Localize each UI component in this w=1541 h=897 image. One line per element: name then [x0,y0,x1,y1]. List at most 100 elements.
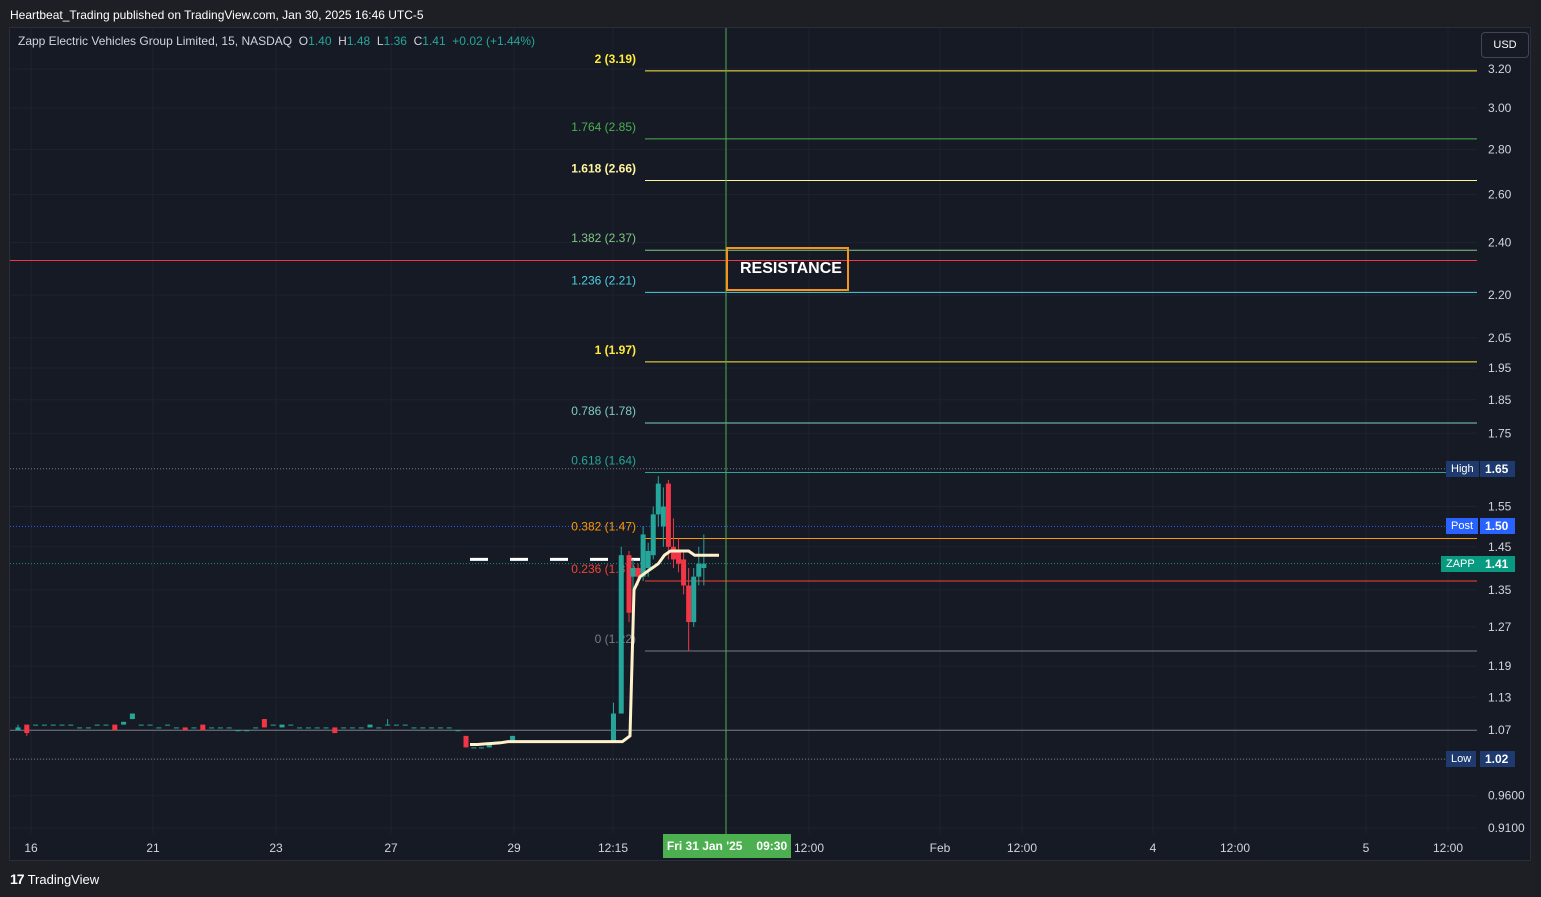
candle-body [437,727,443,729]
candle-body [411,727,417,729]
y-tick-label: 0.9100 [1488,821,1525,835]
legend-open-label: O [298,34,309,48]
candle-body [253,727,259,729]
resistance-annotation[interactable]: RESISTANCE [726,247,849,291]
candle-body [209,727,215,729]
y-tick-label: 1.35 [1488,583,1512,597]
candle-body [244,730,250,732]
candle-body [455,730,461,732]
candle-body [650,514,656,556]
price-tag-label: Low [1446,751,1477,768]
legend-open-value: 1.40 [308,34,332,48]
x-tick-label: 12:00 [794,841,824,855]
candle-body [376,727,382,729]
y-tick-label: 1.45 [1488,540,1512,554]
candle-body [479,747,485,749]
y-tick-label: 3.20 [1488,62,1512,76]
x-tick-label: 29 [507,841,521,855]
candle-body [15,727,21,731]
candle-body [332,727,338,734]
tradingview-logo-icon: 17 [10,871,25,887]
ohlc-legend: Zapp Electric Vehicles Group Limited, 15… [18,34,535,48]
y-tick-label: 2.60 [1488,187,1512,201]
candle-body [156,727,162,729]
candle-body [640,534,646,577]
legend-low-value: 1.36 [383,34,407,48]
candle-body [510,735,516,742]
legend-symbol: Zapp Electric Vehicles Group Limited, 15… [18,34,293,48]
candle-body [182,727,188,731]
fib-level-label: 0.618 (1.64) [571,453,636,467]
candle-body [103,724,109,726]
y-tick-label: 1.75 [1488,426,1512,440]
candle-body [471,747,477,749]
legend-close-value: 1.41 [422,34,446,48]
price-tag-label: ZAPP [1441,555,1480,572]
candle-body [635,567,641,577]
y-tick-label: 3.00 [1488,101,1512,115]
candle-body [341,727,347,729]
candle-body [314,727,320,729]
x-tick-label: 27 [384,841,398,855]
candle-body [217,727,223,729]
legend-low-label: L [376,34,384,48]
y-tick-label: 2.40 [1488,236,1512,250]
candle-body [121,721,127,725]
y-tick-label: 2.20 [1488,288,1512,302]
time-cursor-date: Fri 31 Jan '25 [666,839,743,853]
published-header: Heartbeat_Trading published on TradingVi… [10,8,424,22]
price-tag-value: 1.41 [1480,555,1515,572]
price-tag-value: 1.65 [1480,460,1515,477]
x-tick-label: 21 [146,841,160,855]
y-tick-label: 2.80 [1488,143,1512,157]
legend-close-label: C [413,34,423,48]
candle-body [385,724,391,726]
candle-body [402,724,408,726]
candle-body [358,727,364,729]
x-tick-label: 12:15 [598,841,628,855]
candle-body [165,724,171,726]
candle-body [676,550,682,564]
candle-body [701,563,707,568]
candle-body [696,563,702,577]
x-tick-label: 5 [1363,841,1370,855]
y-tick-label: 1.95 [1488,361,1512,375]
candle-body [173,727,179,729]
x-tick-label: 23 [269,841,283,855]
candle-body [429,727,435,729]
candle-body [420,727,426,729]
candle-body [297,727,303,729]
candle-body [77,727,83,729]
y-tick-label: 0.9600 [1488,789,1525,803]
candle-body [645,550,651,568]
footer: 17 TradingView [10,871,99,887]
price-tag-label: High [1446,460,1479,477]
vwap-line [470,549,719,746]
candle-body [41,724,47,726]
candle-body [305,727,311,729]
candle-body [279,724,285,728]
fib-level-label: 2 (3.19) [595,52,636,66]
fib-level-label: 1 (1.97) [595,343,636,357]
candle-body [610,713,616,742]
candle-body [618,555,624,714]
candle-body [59,724,65,726]
fib-level-label: 0.382 (1.47) [571,520,636,534]
currency-button[interactable]: USD [1481,32,1529,58]
y-tick-label: 1.07 [1488,723,1512,737]
fib-level-label: 0.236 (1.37) [571,562,636,576]
legend-change: +0.02 (+1.44%) [452,34,536,48]
price-tag-value: 1.02 [1480,751,1515,768]
fib-level-label: 0 (1.22) [595,632,636,646]
fib-level-label: 1.382 (2.37) [571,231,636,245]
candle-body [670,546,676,560]
y-tick-label: 1.85 [1488,393,1512,407]
candle-body [626,555,632,613]
fib-level-label: 1.236 (2.21) [571,273,636,287]
candle-body [24,724,30,734]
time-cursor-label: Fri 31 Jan '25 09:30 [663,834,791,858]
candle-body [50,724,56,726]
candle-body [463,735,469,748]
candle-body [660,506,666,527]
